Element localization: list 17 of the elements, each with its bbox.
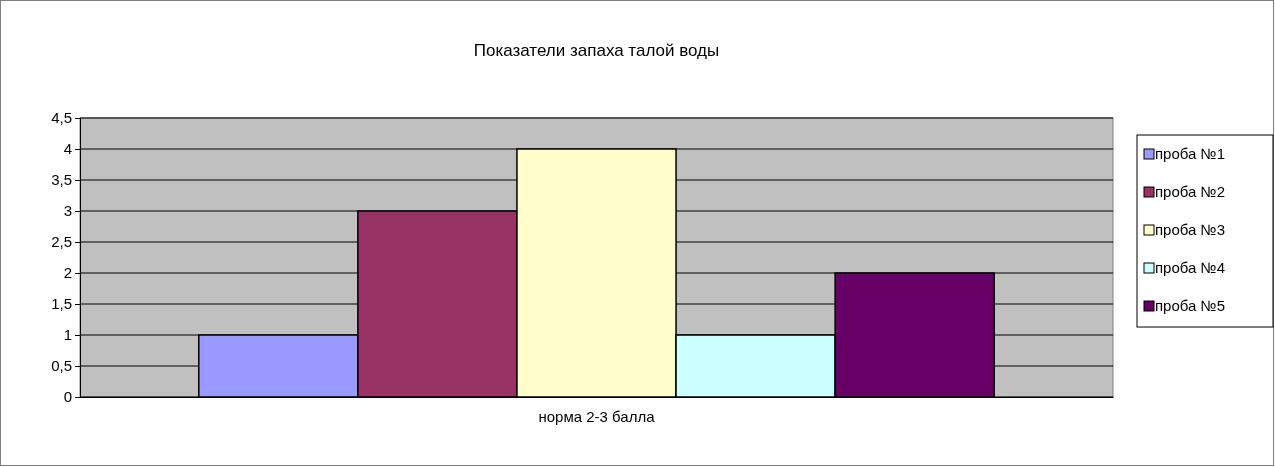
y-tick-label: 0	[63, 388, 72, 406]
legend-label: проба №1	[1155, 145, 1225, 162]
y-tick-label: 2,5	[51, 233, 72, 251]
y-tick-label: 2	[63, 264, 72, 282]
y-tick-label: 4	[63, 140, 72, 158]
y-tick-label: 3	[63, 202, 72, 220]
x-tick-label: норма 2-3 балла	[538, 407, 656, 425]
legend-label: проба №4	[1155, 259, 1225, 276]
y-tick-label: 0,5	[51, 357, 72, 375]
legend-label: проба №2	[1155, 183, 1225, 200]
y-tick-label: 4,5	[51, 109, 72, 127]
y-tick-label: 3,5	[51, 171, 72, 189]
legend-label: проба №5	[1155, 297, 1225, 314]
y-tick-label: 1	[63, 326, 72, 344]
y-tick-label: 1,5	[51, 295, 72, 313]
legend-label: проба №3	[1155, 221, 1225, 238]
chart-title: Показатели запаха талой воды	[473, 41, 720, 60]
